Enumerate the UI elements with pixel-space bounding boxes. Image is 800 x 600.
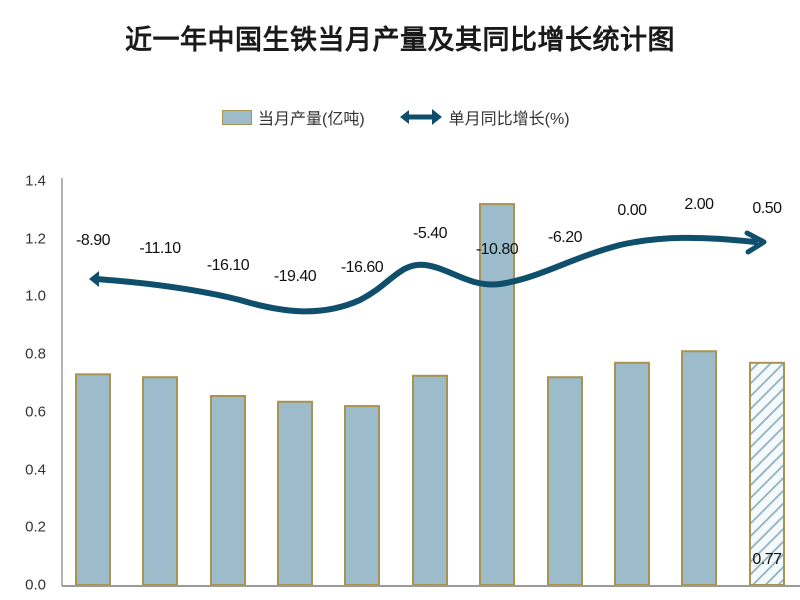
line-data-label: -6.20 bbox=[548, 229, 582, 246]
bar bbox=[412, 374, 448, 586]
legend-bar-label: 当月产量(亿吨) bbox=[258, 111, 365, 128]
line-data-label: -16.60 bbox=[340, 259, 384, 276]
y-tick-label: 0.8 bbox=[25, 345, 46, 363]
line-data-label: -11.10 bbox=[139, 240, 181, 257]
bar-swatch-icon bbox=[222, 109, 252, 125]
bar bbox=[142, 376, 178, 586]
legend-item-line: 单月同比增长(%) bbox=[399, 105, 570, 129]
y-tick-label: 0.0 bbox=[25, 576, 46, 594]
line-data-label: 2.00 bbox=[684, 196, 714, 213]
double-arrow-icon bbox=[399, 109, 442, 125]
line-data-label: -8.90 bbox=[76, 232, 110, 249]
line-data-label: 0.00 bbox=[617, 202, 647, 219]
y-tick-label: 0.4 bbox=[25, 461, 46, 479]
y-tick-label: 1.2 bbox=[25, 230, 46, 248]
y-tick-label: 0.6 bbox=[25, 403, 46, 421]
bar bbox=[479, 203, 515, 586]
bar bbox=[547, 376, 583, 586]
bar bbox=[681, 350, 717, 586]
trend-line bbox=[93, 234, 758, 315]
line-data-label: -5.40 bbox=[413, 225, 447, 242]
bar bbox=[210, 394, 246, 586]
line-data-label: -19.40 bbox=[273, 268, 317, 285]
trend-line-start-icon bbox=[89, 271, 99, 287]
line-data-label: 0.50 bbox=[752, 200, 782, 217]
bar bbox=[75, 373, 111, 587]
bar-series bbox=[75, 203, 785, 587]
line-data-label: -10.80 bbox=[475, 241, 519, 258]
bar bbox=[344, 405, 380, 587]
line-data-label: -16.10 bbox=[206, 257, 250, 274]
y-tick-label: 1.4 bbox=[25, 172, 46, 190]
y-tick-label: 0.2 bbox=[25, 518, 46, 536]
y-tick-label: 1.0 bbox=[25, 287, 46, 305]
bar bbox=[614, 361, 650, 586]
chart-title: 近一年中国生铁当月产量及其同比增长统计图 bbox=[125, 25, 675, 56]
bar bbox=[277, 400, 313, 586]
legend-line-label: 单月同比增长(%) bbox=[448, 111, 570, 128]
last-bar-value-label: 0.77 bbox=[752, 551, 782, 568]
legend: 当月产量(亿吨) 单月同比增长(%) bbox=[222, 104, 604, 130]
legend-item-bar: 当月产量(亿吨) bbox=[222, 105, 365, 129]
bar bbox=[749, 361, 785, 586]
trend-arrowhead-icon bbox=[744, 230, 767, 255]
